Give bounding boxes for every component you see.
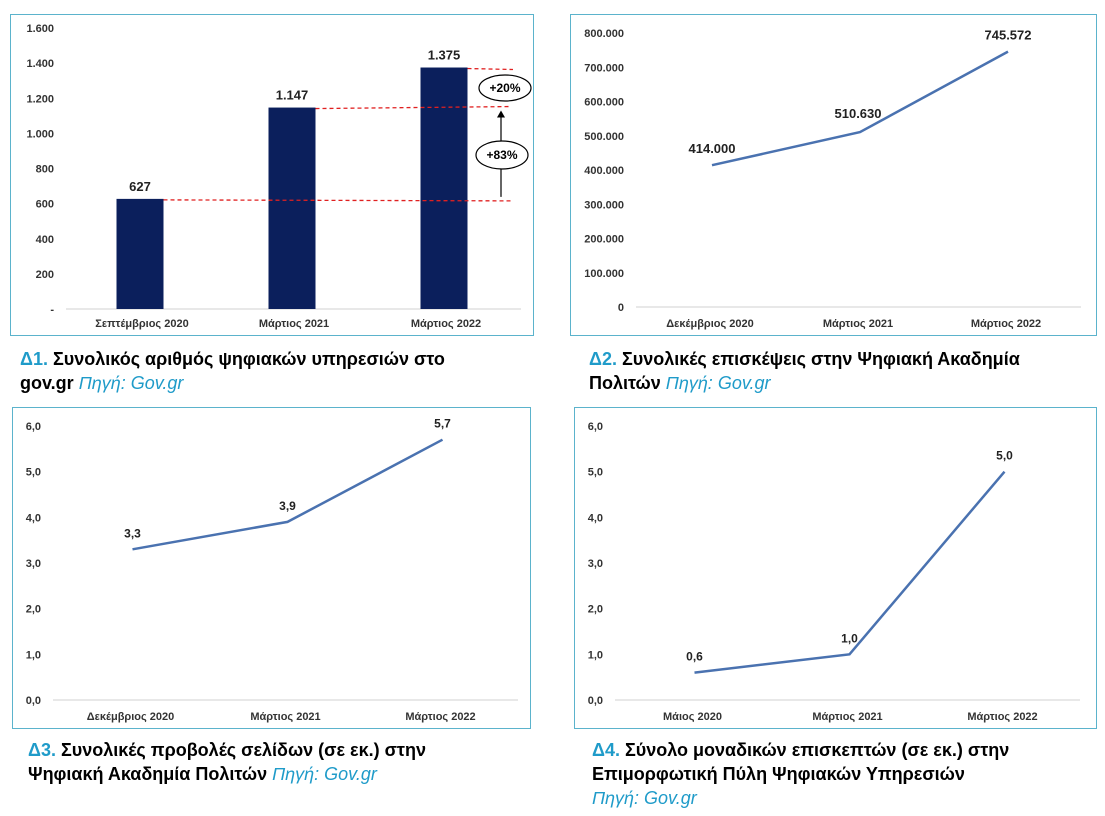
data-label: 627 [129, 179, 151, 194]
x-tick-label: Δεκέμβριος 2020 [87, 711, 175, 723]
chart-3-svg: 0,0 1,0 2,0 3,0 4,0 5,0 6,0 Δεκέμβριος 2020 Μάρτ… [26, 417, 518, 723]
chart-3-source: Πηγή: Gov.gr [272, 764, 377, 784]
chart-1-caption-num: Δ1. [20, 349, 48, 369]
data-label: 3,3 [124, 526, 141, 540]
y-tick-label: 500.000 [584, 131, 624, 143]
y-tick-label: 4,0 [588, 512, 603, 524]
chart-2-caption-text: Συνολικές επισκέψεις στην Ψηφιακή Ακαδημ… [621, 349, 1020, 369]
y-tick-label: 3,0 [588, 558, 603, 570]
series-line [711, 50, 1009, 167]
y-tick-label: 1,0 [588, 649, 603, 661]
reference-line [315, 105, 512, 110]
y-tick-label: 800 [36, 164, 54, 176]
y-tick-label: 1,0 [26, 649, 41, 661]
chart-panel-2: 0 100.000 200.000 300.000 400.000 500.000 600.… [570, 14, 1097, 336]
data-label: 745.572 [985, 28, 1032, 43]
y-tick-label: 600.000 [584, 97, 624, 109]
y-tick-label: 1.200 [26, 93, 54, 105]
chart-4-caption: Δ4. Σύνολο μοναδικών επισκεπτών (σε εκ.)… [592, 738, 1097, 810]
y-tick-label: 3,0 [26, 558, 41, 570]
arrow-head [497, 110, 505, 118]
reference-line [467, 67, 514, 71]
chart-3-caption-text: Συνολικές προβολές σελίδων (σε εκ.) στην [60, 740, 426, 760]
x-tick-label: Μάρτιος 2021 [259, 318, 329, 330]
chart-panel-1: - 200 400 600 800 1.000 1.200 1.400 1.600 Σεπτέμβ… [10, 14, 534, 336]
x-tick-label: Μάρτιος 2022 [971, 318, 1041, 330]
x-tick-label: Σεπτέμβριος 2020 [95, 318, 188, 330]
annotation-label: +20% [489, 81, 520, 95]
chart-4-caption-text-2: Επιμορφωτική Πύλη Ψηφιακών Υπηρεσιών [592, 764, 965, 784]
data-label: 414.000 [689, 141, 736, 156]
y-tick-label: 0,0 [26, 695, 41, 707]
chart-panel-4: 0,0 1,0 2,0 3,0 4,0 5,0 6,0 Μάιος 2020 Μάρτιος 2… [574, 407, 1097, 729]
x-tick-label: Δεκέμβριος 2020 [666, 318, 754, 330]
y-tick-label: 1.400 [26, 58, 54, 70]
y-tick-label: 1.000 [26, 128, 54, 140]
x-tick-label: Μάιος 2020 [663, 711, 722, 723]
x-tick-label: Μάρτιος 2022 [411, 318, 481, 330]
x-tick-label: Μάρτιος 2022 [405, 711, 475, 723]
y-tick-label: 5,0 [588, 467, 603, 479]
y-tick-label: 200.000 [584, 234, 624, 246]
chart-panel-3: 0,0 1,0 2,0 3,0 4,0 5,0 6,0 Δεκέμβριος 2020 Μάρτ… [12, 407, 531, 729]
data-label: 1.147 [276, 88, 309, 103]
chart-4-caption-text: Σύνολο μοναδικών επισκεπτών (σε εκ.) στη… [624, 740, 1010, 760]
chart-1-svg: - 200 400 600 800 1.000 1.200 1.400 1.600 Σεπτέμβ… [26, 23, 532, 330]
bar [420, 67, 468, 309]
chart-1-source: Πηγή: Gov.gr [78, 373, 184, 393]
annotation-ellipse [475, 140, 529, 170]
data-label: 5,7 [434, 417, 451, 431]
chart-4-source: Πηγή: Gov.gr [592, 788, 697, 808]
x-tick-label: Μάρτιος 2021 [250, 711, 320, 723]
data-label: 1.375 [428, 48, 461, 63]
bar [268, 107, 316, 309]
chart-2-source: Πηγή: Gov.gr [665, 373, 771, 393]
x-tick-label: Μάρτιος 2022 [967, 711, 1037, 723]
y-tick-label: 800.000 [584, 28, 624, 40]
y-tick-label: 2,0 [588, 604, 603, 616]
data-label: 0,6 [686, 650, 703, 664]
y-tick-label: 1.600 [26, 23, 54, 35]
annotation-ellipse [478, 74, 532, 102]
y-tick-label: 6,0 [588, 421, 603, 433]
y-tick-label: 200 [36, 269, 54, 281]
y-tick-label: 6,0 [26, 421, 41, 433]
chart-4-svg: 0,0 1,0 2,0 3,0 4,0 5,0 6,0 Μάιος 2020 Μάρτιος 2… [588, 421, 1080, 723]
y-tick-label: 0,0 [588, 695, 603, 707]
data-label: 5,0 [996, 449, 1013, 463]
chart-3-caption-text-2: Ψηφιακή Ακαδημία Πολιτών [28, 764, 268, 784]
y-tick-label: 400.000 [584, 165, 624, 177]
series-line [694, 470, 1006, 674]
y-tick-label: 100.000 [584, 268, 624, 280]
y-tick-label: 4,0 [26, 512, 41, 524]
chart-3-caption: Δ3. Συνολικές προβολές σελίδων (σε εκ.) … [28, 738, 528, 786]
chart-2-caption: Δ2. Συνολικές επισκέψεις στην Ψηφιακή Ακ… [589, 347, 1099, 395]
y-tick-label: 600 [36, 199, 54, 211]
chart-3-caption-num: Δ3. [28, 740, 56, 760]
y-tick-label: 400 [36, 234, 54, 246]
data-label: 3,9 [279, 499, 296, 513]
series-line [132, 438, 444, 551]
y-tick-label: 5,0 [26, 467, 41, 479]
y-tick-label: 0 [618, 302, 624, 314]
chart-4-caption-num: Δ4. [592, 740, 620, 760]
annotation-label: +83% [486, 148, 517, 162]
chart-2-svg: 0 100.000 200.000 300.000 400.000 500.000 600.… [584, 28, 1081, 330]
chart-2-caption-num: Δ2. [589, 349, 617, 369]
reference-line [163, 199, 512, 202]
data-label: 1,0 [841, 631, 858, 645]
chart-1-caption-text: Συνολικός αριθμός ψηφιακών υπηρεσιών στο [52, 349, 445, 369]
x-tick-label: Μάρτιος 2021 [823, 318, 893, 330]
data-label: 510.630 [835, 106, 882, 121]
y-tick-label: 700.000 [584, 62, 624, 74]
chart-1-caption-text-2: gov.gr [20, 373, 74, 393]
chart-2-caption-text-2: Πολιτών [589, 373, 661, 393]
y-tick-label: - [50, 304, 54, 316]
chart-1-caption: Δ1. Συνολικός αριθμός ψηφιακών υπηρεσιών… [20, 347, 520, 395]
x-tick-label: Μάρτιος 2021 [812, 711, 882, 723]
bar [116, 198, 164, 309]
y-tick-label: 2,0 [26, 604, 41, 616]
y-tick-label: 300.000 [584, 199, 624, 211]
